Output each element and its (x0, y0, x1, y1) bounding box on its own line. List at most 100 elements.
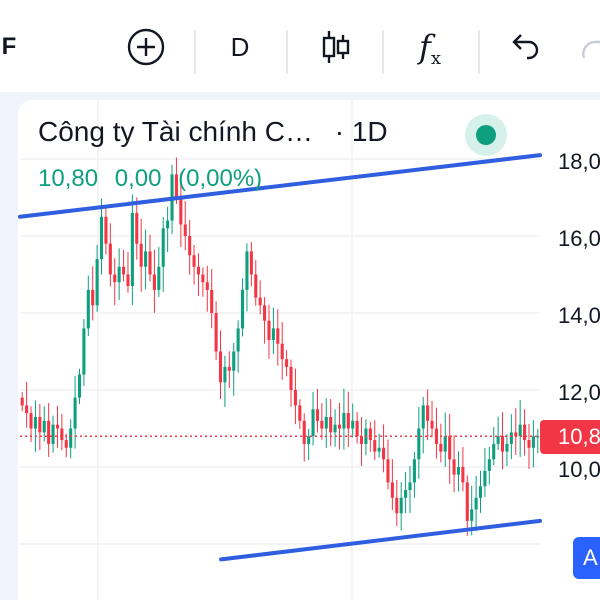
toolbar-separator (194, 30, 196, 74)
candle-body (408, 482, 412, 491)
price-tick-label: 14,0 (558, 303, 600, 328)
redo-button[interactable] (580, 22, 600, 72)
candles-icon (322, 31, 350, 63)
candle-body (412, 459, 416, 483)
candle-body (20, 397, 24, 406)
candle-body (483, 470, 487, 487)
candle-body (342, 413, 346, 429)
toolbar-separator (286, 30, 288, 74)
candle-body (25, 405, 29, 414)
candle-body (377, 447, 381, 452)
candle-body (95, 259, 99, 306)
legend-change-percent: (0,00%) (178, 165, 263, 192)
candle-body (505, 443, 509, 452)
candle-body (263, 305, 267, 321)
candle-body (201, 274, 205, 283)
candle-body (461, 467, 465, 483)
candle-body (448, 436, 452, 460)
candle-body (130, 212, 134, 287)
symbol-legend[interactable]: Công ty Tài chính C… · 1D (38, 116, 388, 148)
candle-body (166, 220, 170, 229)
candle-body (430, 420, 434, 429)
candle-body (280, 343, 284, 360)
candle-body (386, 459, 390, 483)
candle-body (227, 366, 231, 371)
candle-body (302, 420, 306, 444)
market-status-indicator[interactable] (465, 114, 507, 156)
candle-body (267, 320, 271, 340)
candle-body (456, 467, 461, 475)
interval-button[interactable]: D (222, 22, 258, 72)
price-tick-label: 16,0 (558, 226, 600, 251)
candle-body (373, 440, 377, 452)
undo-button[interactable] (504, 22, 544, 72)
candle-body (254, 274, 258, 298)
candle-body (144, 251, 148, 267)
candle-body (487, 459, 491, 471)
candle-body (478, 486, 483, 498)
candle-body (117, 266, 121, 283)
candle-body (258, 297, 262, 306)
candle-body (192, 255, 196, 267)
candle-body (518, 424, 522, 437)
candle-body (152, 274, 156, 290)
candle-body (404, 490, 408, 498)
functions-sub: x (430, 47, 441, 69)
symbol-label: F (1, 33, 17, 60)
price-tick-label: 12,0 (558, 380, 600, 405)
price-tick-label: 10,0 (558, 457, 600, 482)
candle-body (196, 266, 201, 275)
legend-interval: · 1D (334, 116, 388, 147)
candle-body (315, 409, 319, 421)
candle-body (390, 482, 394, 498)
candle-body (395, 497, 399, 514)
candle-body (33, 416, 37, 429)
candle-body (452, 459, 456, 475)
candle-body (122, 266, 126, 275)
interval-label: D (230, 31, 250, 62)
candle-body (236, 328, 240, 352)
candle-body (351, 420, 355, 429)
candle-body (29, 413, 33, 429)
candle-body (421, 405, 425, 429)
legend-values: 10,80 0,00 (0,00%) (38, 165, 272, 193)
candle-body (64, 440, 68, 448)
candle-body (188, 236, 192, 256)
candle-body (496, 436, 500, 444)
candle-body (55, 424, 59, 429)
chart-pane[interactable] (18, 100, 540, 600)
candle-body (470, 509, 474, 521)
candle-body (135, 212, 139, 244)
candle-body (492, 443, 496, 460)
candle-body (104, 216, 108, 244)
candle-body (320, 420, 324, 429)
candle-body (51, 424, 55, 444)
undo-icon (512, 34, 539, 60)
candle-body (307, 436, 311, 444)
candle-body (271, 328, 275, 340)
candle-body (501, 436, 505, 452)
candle-body (139, 243, 143, 267)
candle-body (161, 228, 165, 267)
candle-body (346, 413, 350, 429)
candle-body (42, 420, 46, 433)
symbol-search-button[interactable]: F (0, 22, 18, 72)
candle-body (148, 251, 152, 275)
chart-type-button[interactable] (316, 22, 356, 72)
add-symbol-button[interactable] (124, 22, 168, 72)
candle-body (368, 428, 372, 441)
price-scale[interactable] (540, 100, 600, 600)
price-tick-label: 18,0 (558, 149, 600, 174)
candle-body (523, 424, 527, 441)
candle-body (399, 497, 403, 514)
candle-body (514, 432, 518, 437)
candle-body (245, 251, 249, 290)
toolbar-separator (382, 30, 384, 74)
candle-body (47, 420, 51, 444)
auto-scale-button[interactable]: A (573, 537, 600, 579)
candle-body (86, 289, 90, 329)
candle-body (509, 432, 513, 444)
candle-body (426, 405, 430, 421)
